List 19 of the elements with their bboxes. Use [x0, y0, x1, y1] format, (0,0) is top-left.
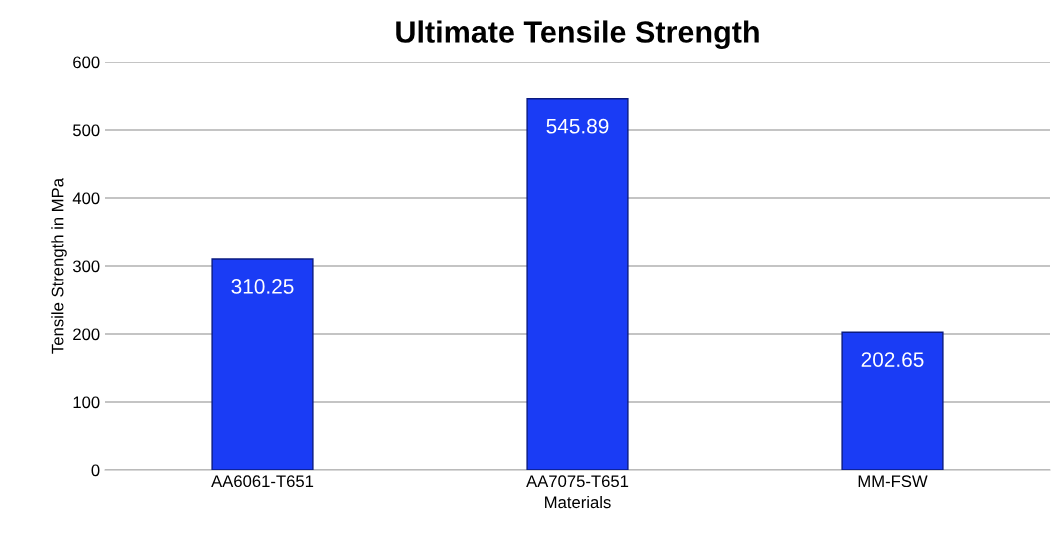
x-tick-label: MM-FSW: [858, 475, 928, 488]
x-tick-label: AA7075-T651: [526, 475, 629, 488]
y-tick-label: 300: [72, 260, 100, 273]
data-label: 310.25: [231, 279, 294, 294]
x-axis-title: Materials: [545, 495, 611, 509]
data-label: 545.89: [546, 118, 609, 134]
bar: [841, 331, 944, 470]
y-tick-label: 400: [72, 192, 100, 205]
y-axis-title: Tensile Strength in MPa: [51, 177, 67, 354]
x-tick-label: AA6061-T651: [211, 475, 314, 488]
y-tick-label: 100: [73, 396, 100, 409]
data-label: 202.65: [861, 352, 924, 367]
y-tick-label: 0: [91, 464, 100, 477]
y-tick-label: 200: [73, 328, 100, 341]
bar: [211, 258, 314, 470]
y-tick-label: 500: [73, 124, 100, 137]
chart-title: Ultimate Tensile Strength: [396, 20, 759, 50]
y-tick-label: 600: [73, 56, 100, 69]
bar: [526, 98, 629, 470]
